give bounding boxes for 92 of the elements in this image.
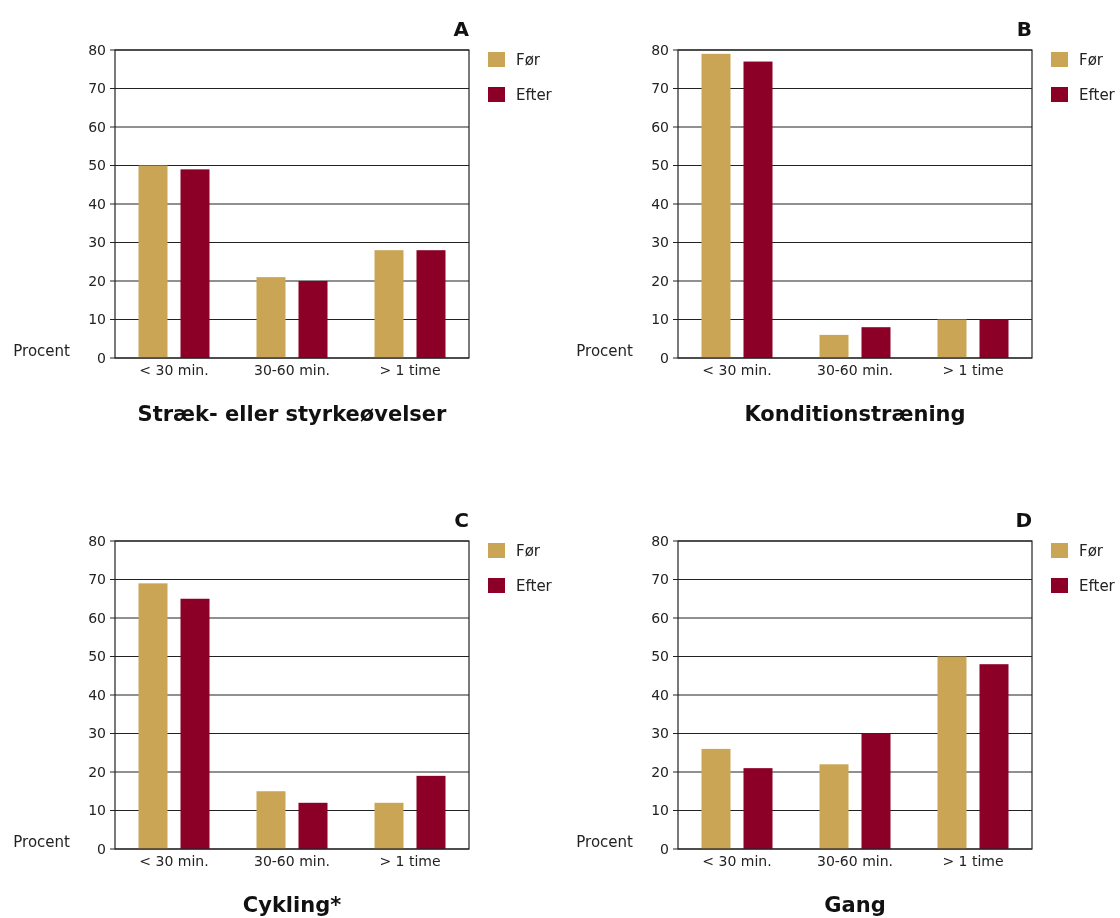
bar — [180, 169, 210, 358]
y-tick-label: 40 — [88, 686, 106, 703]
bar — [138, 583, 168, 849]
bar — [979, 319, 1009, 358]
y-axis-title: Procent — [576, 342, 634, 360]
x-tick-label: > 1 time — [379, 853, 441, 869]
legend-label: Før — [1079, 51, 1104, 70]
text: Cykling* — [242, 893, 342, 917]
y-tick-label: 50 — [88, 648, 106, 665]
y-tick-label: 70 — [88, 80, 106, 97]
y-tick-label: 0 — [660, 840, 669, 857]
y-axis-title: Procent — [13, 833, 71, 851]
text: Gang — [824, 893, 886, 917]
chart-subtitle: A — [453, 17, 470, 41]
y-tick-label: 50 — [651, 648, 669, 665]
y-tick-label: 80 — [651, 41, 669, 58]
y-tick-label: 20 — [651, 272, 669, 289]
text: Konditionstræning — [744, 402, 966, 426]
y-tick-label: 40 — [651, 195, 669, 212]
bar — [701, 748, 731, 849]
bar — [819, 764, 849, 849]
bar — [701, 53, 731, 358]
bar — [937, 319, 967, 358]
x-tick-label: > 1 time — [942, 362, 1004, 378]
y-tick-label: 60 — [88, 609, 106, 626]
text: Stræk- eller styrkeøvelser — [137, 402, 448, 426]
y-tick-label: 30 — [651, 725, 669, 742]
legend-label: Efter — [516, 577, 553, 596]
y-tick-label: 20 — [88, 272, 106, 289]
y-tick-label: 80 — [88, 532, 106, 549]
legend-label: Efter — [1079, 86, 1116, 105]
bar — [298, 281, 328, 358]
y-tick-label: 0 — [97, 840, 106, 857]
y-tick-label: 10 — [651, 802, 669, 819]
bar — [138, 165, 168, 358]
x-tick-label: 30-60 min. — [817, 362, 893, 378]
chart-subtitle: C — [454, 508, 469, 532]
x-tick-label: 30-60 min. — [254, 853, 330, 869]
y-tick-label: 50 — [88, 157, 106, 174]
y-tick-label: 10 — [88, 802, 106, 819]
x-tick-label: > 1 time — [379, 362, 441, 378]
x-tick-label: 30-60 min. — [817, 853, 893, 869]
y-tick-label: 80 — [88, 41, 106, 58]
y-tick-label: 30 — [651, 234, 669, 251]
y-tick-label: 70 — [88, 571, 106, 588]
legend-label: Før — [1079, 542, 1104, 561]
y-tick-label: 60 — [88, 118, 106, 135]
bar — [416, 250, 446, 358]
y-tick-label: 50 — [651, 157, 669, 174]
y-tick-label: 70 — [651, 571, 669, 588]
legend-label: Før — [516, 51, 541, 70]
chart-subtitle: D — [1015, 508, 1032, 532]
y-axis-title: Procent — [13, 342, 71, 360]
y-tick-label: 30 — [88, 725, 106, 742]
y-tick-label: 70 — [651, 80, 669, 97]
x-tick-label: 30-60 min. — [254, 362, 330, 378]
y-tick-label: 30 — [88, 234, 106, 251]
x-tick-label: < 30 min. — [139, 362, 209, 378]
y-tick-label: 0 — [97, 349, 106, 366]
bar — [861, 327, 891, 358]
x-tick-label: < 30 min. — [702, 362, 772, 378]
y-tick-label: 10 — [88, 311, 106, 328]
y-tick-label: 80 — [651, 532, 669, 549]
bar — [416, 775, 446, 849]
bar — [743, 768, 773, 849]
y-tick-label: 40 — [88, 195, 106, 212]
y-tick-label: 20 — [651, 763, 669, 780]
bar — [743, 61, 773, 358]
bar — [861, 733, 891, 849]
bar — [256, 791, 286, 849]
x-tick-label: < 30 min. — [702, 853, 772, 869]
bar — [937, 656, 967, 849]
chart-subtitle: B — [1016, 17, 1032, 41]
legend-label: Før — [516, 542, 541, 561]
bar — [979, 664, 1009, 849]
legend-label: Efter — [516, 86, 553, 105]
bar — [180, 598, 210, 849]
y-tick-label: 40 — [651, 686, 669, 703]
x-tick-label: > 1 time — [942, 853, 1004, 869]
y-tick-label: 60 — [651, 609, 669, 626]
bar — [819, 334, 849, 358]
legend-label: Efter — [1079, 577, 1116, 596]
bar — [374, 802, 404, 849]
x-tick-label: < 30 min. — [139, 853, 209, 869]
y-tick-label: 10 — [651, 311, 669, 328]
bar — [374, 250, 404, 358]
y-tick-label: 0 — [660, 349, 669, 366]
bar — [298, 802, 328, 849]
y-axis-title: Procent — [576, 833, 634, 851]
y-tick-label: 20 — [88, 763, 106, 780]
bar — [256, 277, 286, 358]
y-tick-label: 60 — [651, 118, 669, 135]
